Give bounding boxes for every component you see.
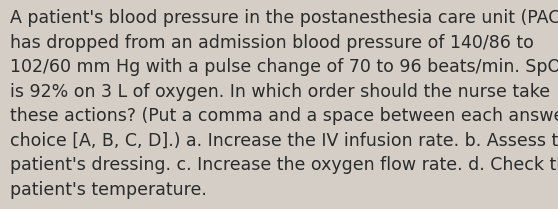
Text: choice [A, B, C, D].) a. Increase the IV infusion rate. b. Assess the: choice [A, B, C, D].) a. Increase the IV… xyxy=(10,132,558,150)
Text: has dropped from an admission blood pressure of 140/86 to: has dropped from an admission blood pres… xyxy=(10,34,534,52)
Text: these actions? (Put a comma and a space between each answer: these actions? (Put a comma and a space … xyxy=(10,107,558,125)
Text: patient's dressing. c. Increase the oxygen flow rate. d. Check the: patient's dressing. c. Increase the oxyg… xyxy=(10,156,558,174)
Text: 102/60 mm Hg with a pulse change of 70 to 96 beats/min. SpO2: 102/60 mm Hg with a pulse change of 70 t… xyxy=(10,58,558,76)
Text: is 92% on 3 L of oxygen. In which order should the nurse take: is 92% on 3 L of oxygen. In which order … xyxy=(10,83,550,101)
Text: A patient's blood pressure in the postanesthesia care unit (PACU): A patient's blood pressure in the postan… xyxy=(10,9,558,27)
Text: patient's temperature.: patient's temperature. xyxy=(10,181,207,199)
